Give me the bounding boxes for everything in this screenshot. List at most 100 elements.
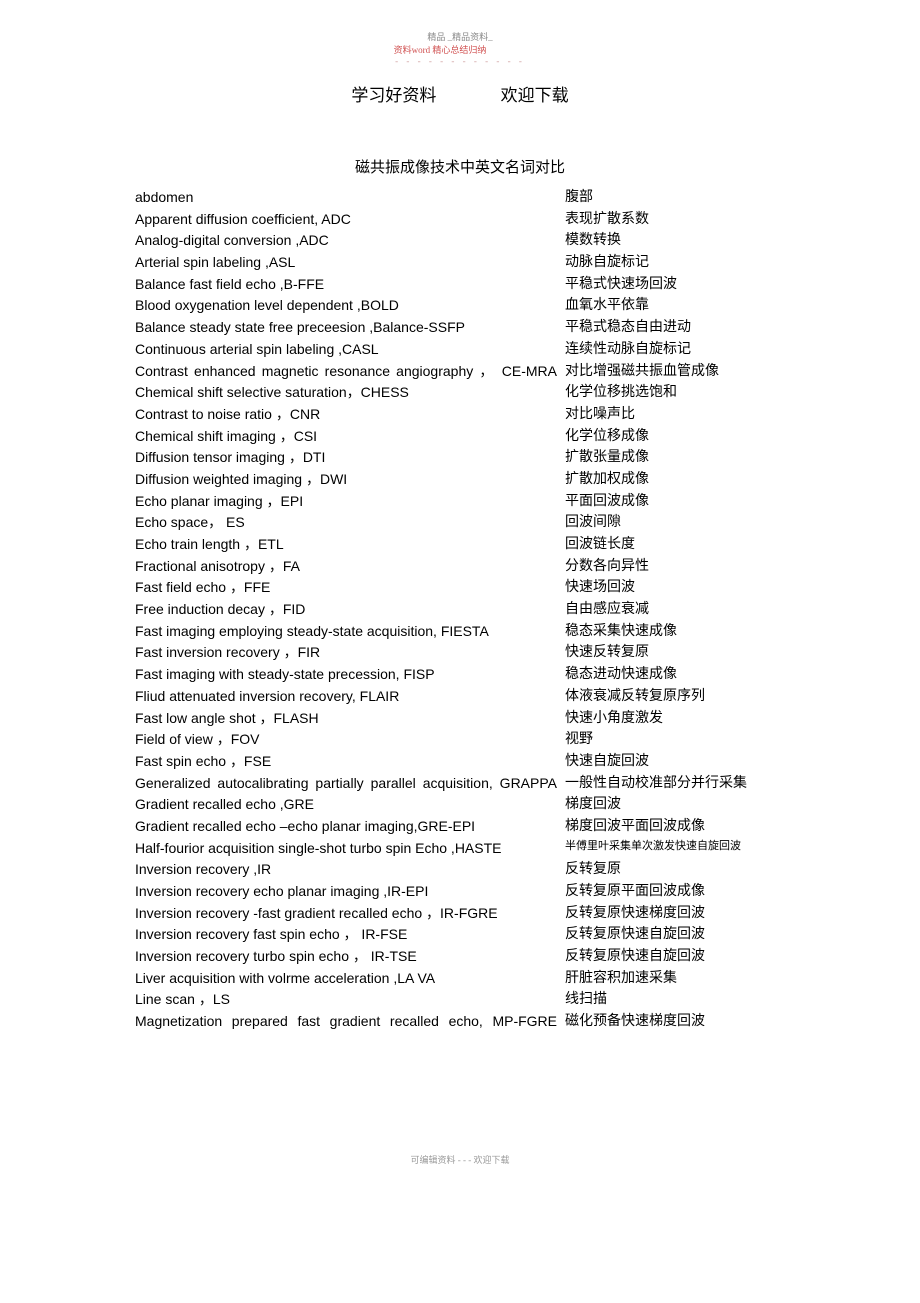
english-term: Magnetization prepared fast gradient rec… bbox=[135, 1011, 565, 1033]
chinese-term: 自由感应衰减 bbox=[565, 599, 775, 621]
chinese-term: 梯度回波平面回波成像 bbox=[565, 816, 775, 838]
chinese-term: 平稳式快速场回波 bbox=[565, 274, 775, 296]
table-row: Blood oxygenation level dependent ,BOLD血… bbox=[135, 295, 785, 317]
chinese-term: 动脉自旋标记 bbox=[565, 252, 775, 274]
table-row: abdomen腹部 bbox=[135, 187, 785, 209]
table-row: Free induction decay ，FID自由感应衰减 bbox=[135, 599, 785, 621]
chinese-term: 线扫描 bbox=[565, 989, 775, 1011]
table-row: Fast imaging with steady-state precessio… bbox=[135, 664, 785, 686]
english-term: Echo planar imaging ，EPI bbox=[135, 491, 565, 513]
document-page: 精品 _精品资料_ 资料word 精心总结归纳 - - - - - - - - … bbox=[0, 0, 920, 1206]
chinese-term: 扩散张量成像 bbox=[565, 447, 775, 469]
english-term: Free induction decay ，FID bbox=[135, 599, 565, 621]
chinese-term: 扩散加权成像 bbox=[565, 469, 775, 491]
chinese-term: 模数转换 bbox=[565, 230, 775, 252]
table-row: Line scan ，LS线扫描 bbox=[135, 989, 785, 1011]
table-row: Fast field echo ，FFE快速场回波 bbox=[135, 577, 785, 599]
table-row: Fliud attenuated inversion recovery, FLA… bbox=[135, 686, 785, 708]
english-term: Diffusion tensor imaging ，DTI bbox=[135, 447, 565, 469]
chinese-term: 化学位移成像 bbox=[565, 426, 775, 448]
english-term: Contrast to noise ratio ，CNR bbox=[135, 404, 565, 426]
table-row: Fast low angle shot ，FLASH快速小角度激发 bbox=[135, 708, 785, 730]
watermark-line3: - - - - - - - - - - - - bbox=[135, 56, 785, 66]
watermark-line1: 精品 _精品资料_ bbox=[135, 30, 785, 43]
table-row: Continuous arterial spin labeling ,CASL连… bbox=[135, 339, 785, 361]
chinese-term: 连续性动脉自旋标记 bbox=[565, 339, 775, 361]
chinese-term: 快速自旋回波 bbox=[565, 751, 775, 773]
english-term: Echo train length ，ETL bbox=[135, 534, 565, 556]
table-row: Analog-digital conversion ,ADC模数转换 bbox=[135, 230, 785, 252]
english-term: Fast low angle shot ，FLASH bbox=[135, 708, 565, 730]
english-term: Fast imaging with steady-state precessio… bbox=[135, 664, 565, 686]
table-row: Inversion recovery fast spin echo ， IR-F… bbox=[135, 924, 785, 946]
table-row: Fast inversion recovery ，FIR快速反转复原 bbox=[135, 642, 785, 664]
english-term: Fast spin echo ，FSE bbox=[135, 751, 565, 773]
english-term: Echo space， ES bbox=[135, 512, 565, 534]
header-left: 学习好资料 bbox=[351, 81, 436, 106]
table-row: Arterial spin labeling ,ASL动脉自旋标记 bbox=[135, 252, 785, 274]
chinese-term: 反转复原快速梯度回波 bbox=[565, 903, 775, 925]
watermark-block: 精品 _精品资料_ 资料word 精心总结归纳 - - - - - - - - … bbox=[135, 30, 785, 66]
english-term: Fast imaging employing steady-state acqu… bbox=[135, 621, 565, 643]
terminology-table: abdomen腹部Apparent diffusion coefficient,… bbox=[135, 187, 785, 1033]
chinese-term: 对比噪声比 bbox=[565, 404, 775, 426]
english-term: Continuous arterial spin labeling ,CASL bbox=[135, 339, 565, 361]
page-header: 学习好资料 欢迎下载 bbox=[135, 81, 785, 106]
chinese-term: 稳态采集快速成像 bbox=[565, 621, 775, 643]
english-term: Apparent diffusion coefficient, ADC bbox=[135, 209, 565, 231]
english-term: Fractional anisotropy ，FA bbox=[135, 556, 565, 578]
table-row: Echo train length ，ETL回波链长度 bbox=[135, 534, 785, 556]
chinese-term: 快速反转复原 bbox=[565, 642, 775, 664]
table-row: Half-fourior acquisition single-shot tur… bbox=[135, 838, 785, 860]
table-row: Contrast enhanced magnetic resonance ang… bbox=[135, 361, 785, 383]
english-term: Balance steady state free preceesion ,Ba… bbox=[135, 317, 565, 339]
page-footer: 可编辑资料 - - - 欢迎下载 bbox=[135, 1153, 785, 1166]
english-term: Field of view ，FOV bbox=[135, 729, 565, 751]
table-row: Diffusion tensor imaging ，DTI扩散张量成像 bbox=[135, 447, 785, 469]
english-term: Half-fourior acquisition single-shot tur… bbox=[135, 838, 565, 860]
chinese-term: 半傅里叶采集单次激发快速自旋回波 bbox=[565, 838, 775, 855]
english-term: Fast field echo ，FFE bbox=[135, 577, 565, 599]
chinese-term: 视野 bbox=[565, 729, 775, 751]
table-row: Chemical shift imaging ，CSI化学位移成像 bbox=[135, 426, 785, 448]
english-term: Chemical shift selective saturation，CHES… bbox=[135, 382, 565, 404]
table-row: Echo space， ES回波间隙 bbox=[135, 512, 785, 534]
table-row: Echo planar imaging ，EPI平面回波成像 bbox=[135, 491, 785, 513]
table-row: Diffusion weighted imaging ，DWI扩散加权成像 bbox=[135, 469, 785, 491]
chinese-term: 回波链长度 bbox=[565, 534, 775, 556]
english-term: Fliud attenuated inversion recovery, FLA… bbox=[135, 686, 565, 708]
chinese-term: 稳态进动快速成像 bbox=[565, 664, 775, 686]
table-row: Fractional anisotropy ，FA分数各向异性 bbox=[135, 556, 785, 578]
chinese-term: 体液衰减反转复原序列 bbox=[565, 686, 775, 708]
table-row: Balance fast field echo ,B-FFE平稳式快速场回波 bbox=[135, 274, 785, 296]
chinese-term: 表现扩散系数 bbox=[565, 209, 775, 231]
chinese-term: 磁化预备快速梯度回波 bbox=[565, 1011, 775, 1033]
table-row: Magnetization prepared fast gradient rec… bbox=[135, 1011, 785, 1033]
english-term: Inversion recovery fast spin echo ， IR-F… bbox=[135, 924, 565, 946]
table-row: Balance steady state free preceesion ,Ba… bbox=[135, 317, 785, 339]
chinese-term: 梯度回波 bbox=[565, 794, 775, 816]
chinese-term: 反转复原平面回波成像 bbox=[565, 881, 775, 903]
table-row: Gradient recalled echo ,GRE梯度回波 bbox=[135, 794, 785, 816]
english-term: Fast inversion recovery ，FIR bbox=[135, 642, 565, 664]
chinese-term: 反转复原快速自旋回波 bbox=[565, 924, 775, 946]
english-term: Blood oxygenation level dependent ,BOLD bbox=[135, 295, 565, 317]
english-term: Contrast enhanced magnetic resonance ang… bbox=[135, 361, 565, 383]
chinese-term: 快速场回波 bbox=[565, 577, 775, 599]
table-row: Inversion recovery turbo spin echo ， IR-… bbox=[135, 946, 785, 968]
english-term: Line scan ，LS bbox=[135, 989, 565, 1011]
table-row: Gradient recalled echo –echo planar imag… bbox=[135, 816, 785, 838]
english-term: Balance fast field echo ,B-FFE bbox=[135, 274, 565, 296]
table-row: Inversion recovery echo planar imaging ,… bbox=[135, 881, 785, 903]
chinese-term: 血氧水平依靠 bbox=[565, 295, 775, 317]
english-term: Analog-digital conversion ,ADC bbox=[135, 230, 565, 252]
english-term: Gradient recalled echo –echo planar imag… bbox=[135, 816, 565, 838]
table-row: Contrast to noise ratio ，CNR对比噪声比 bbox=[135, 404, 785, 426]
english-term: Arterial spin labeling ,ASL bbox=[135, 252, 565, 274]
table-row: Generalized autocalibrating partially pa… bbox=[135, 773, 785, 795]
table-row: Inversion recovery -fast gradient recall… bbox=[135, 903, 785, 925]
table-row: Fast imaging employing steady-state acqu… bbox=[135, 621, 785, 643]
english-term: abdomen bbox=[135, 187, 565, 209]
table-row: Fast spin echo ，FSE快速自旋回波 bbox=[135, 751, 785, 773]
table-row: Chemical shift selective saturation，CHES… bbox=[135, 382, 785, 404]
